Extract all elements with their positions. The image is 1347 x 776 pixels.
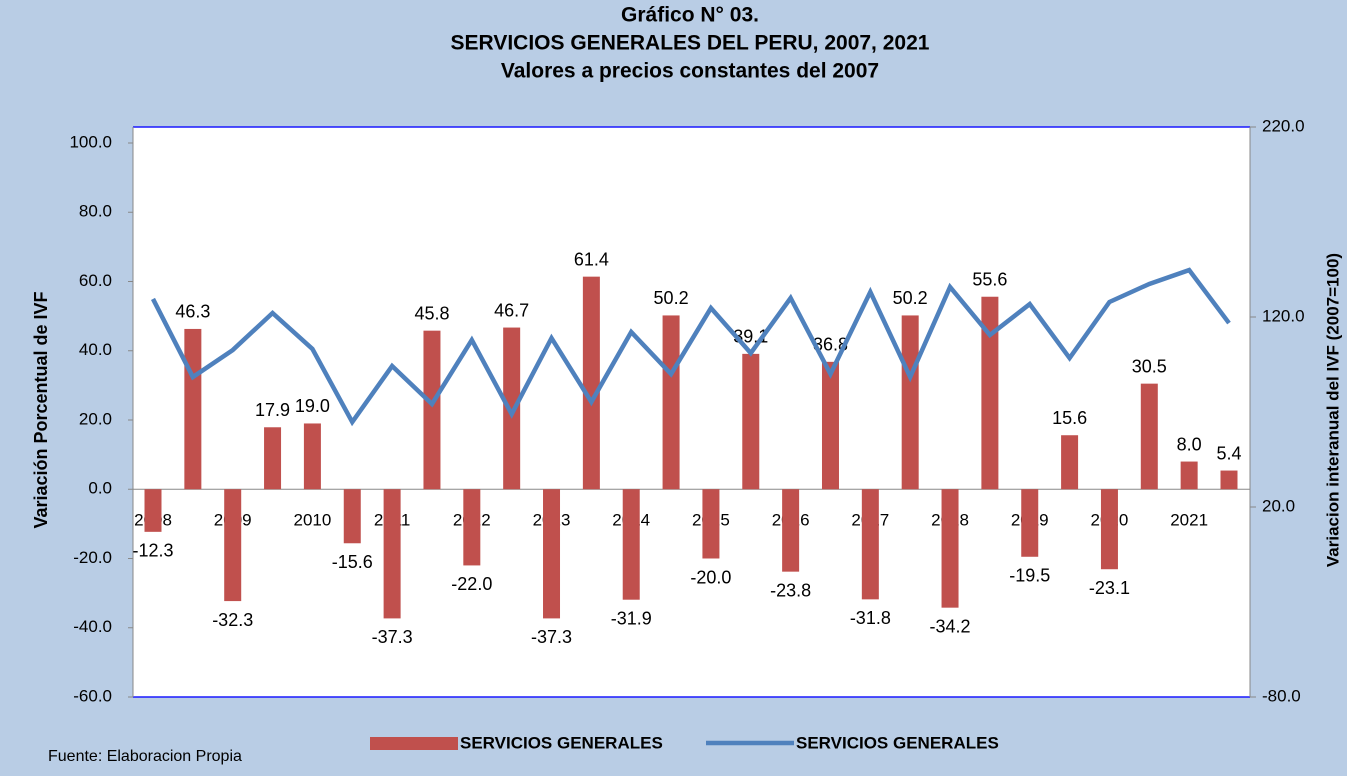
bar [582, 276, 600, 490]
data-label: 8.0 [1177, 434, 1202, 454]
bar [543, 489, 561, 619]
legend-label: SERVICIOS GENERALES [460, 733, 663, 752]
y2-tick-label: 120.0 [1262, 306, 1305, 325]
x-tick-label: 2021 [1170, 511, 1208, 530]
chart-subtitle: Valores a precios constantes del 2007 [501, 60, 879, 83]
bar [821, 361, 839, 490]
data-label: 30.5 [1132, 356, 1167, 376]
data-label: 5.4 [1216, 443, 1241, 463]
bar [662, 315, 680, 490]
data-label: -31.9 [611, 608, 652, 628]
bar [981, 296, 999, 490]
source-note: Fuente: Elaboracion Propia [48, 748, 242, 765]
bar [1021, 489, 1039, 557]
bar [1061, 435, 1079, 490]
data-label: 61.4 [574, 249, 609, 269]
bar [1220, 470, 1238, 490]
bar [144, 489, 162, 532]
chart-subtitle: SERVICIOS GENERALES DEL PERU, 2007, 2021 [451, 32, 930, 55]
data-label: -37.3 [531, 627, 572, 647]
bar [901, 315, 919, 490]
y-tick-label: 80.0 [79, 202, 112, 221]
data-label: 45.8 [414, 303, 449, 323]
bar [383, 489, 401, 619]
y-tick-label: 0.0 [88, 479, 112, 498]
x-tick-label: 2010 [293, 511, 331, 530]
plot-area [133, 127, 1250, 697]
y-tick-label: -20.0 [73, 548, 112, 567]
bar [503, 327, 521, 490]
y2-tick-label: -80.0 [1262, 686, 1301, 705]
data-label: -23.1 [1089, 578, 1130, 598]
legend-label: SERVICIOS GENERALES [796, 733, 999, 752]
data-label: -32.3 [212, 610, 253, 630]
bar [941, 489, 959, 608]
data-label: -34.2 [930, 616, 971, 636]
data-label: 15.6 [1052, 408, 1087, 428]
data-label: 19.0 [295, 396, 330, 416]
y-tick-label: 100.0 [69, 132, 112, 151]
y-tick-label: -40.0 [73, 617, 112, 636]
data-label: -22.0 [451, 574, 492, 594]
bar [1100, 489, 1118, 570]
data-label: -37.3 [372, 627, 413, 647]
data-label: 46.7 [494, 300, 529, 320]
bar [264, 427, 282, 490]
data-label: 50.2 [654, 288, 689, 308]
data-label: 50.2 [893, 288, 928, 308]
data-label: -12.3 [132, 541, 173, 561]
y-tick-label: 20.0 [79, 409, 112, 428]
legend-swatch [370, 737, 458, 750]
y-tick-label: 60.0 [79, 271, 112, 290]
data-label: 55.6 [972, 269, 1007, 289]
data-label: -31.8 [850, 608, 891, 628]
bar [423, 330, 441, 490]
bar [303, 423, 321, 490]
data-label: -15.6 [332, 552, 373, 572]
data-label: -23.8 [770, 580, 811, 600]
data-label: -19.5 [1009, 566, 1050, 586]
bar [742, 353, 760, 490]
line [150, 267, 1231, 427]
bar [1140, 383, 1158, 490]
y2-tick-label: 220.0 [1262, 116, 1305, 135]
chart-title: Gráfico N° 03. [621, 4, 759, 27]
y2-tick-label: 20.0 [1262, 496, 1295, 515]
bar [343, 489, 361, 544]
data-label: 36.8 [813, 335, 848, 355]
bar [1180, 461, 1198, 490]
y-tick-label: 40.0 [79, 340, 112, 359]
bar [463, 489, 481, 566]
data-label: 17.9 [255, 400, 290, 420]
y-axis-title: Variación Porcentual de IVF [31, 291, 51, 528]
bar [622, 489, 640, 600]
y-tick-label: -60.0 [73, 686, 112, 705]
bar [224, 489, 242, 602]
bar [702, 489, 720, 559]
bar [184, 328, 202, 490]
y2-axis-title: Variacion interanual del IVF (2007=100) [1323, 253, 1342, 567]
bar [782, 489, 800, 572]
data-label: -20.0 [690, 567, 731, 587]
data-label: 46.3 [175, 302, 210, 322]
bar [861, 489, 879, 600]
